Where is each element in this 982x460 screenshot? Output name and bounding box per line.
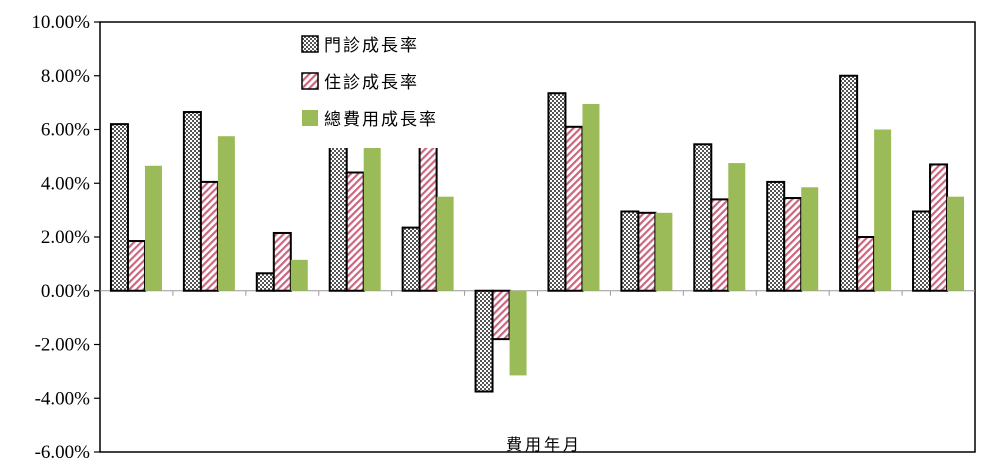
bar-diagonal — [856, 236, 876, 292]
bar-solid — [144, 165, 162, 291]
bar-diagonal — [491, 289, 511, 341]
legend-swatch-crosshatch — [301, 35, 319, 53]
bar-solid — [874, 129, 892, 291]
y-tick-label: 10.00% — [31, 12, 90, 33]
bar-diagonal — [199, 180, 219, 292]
y-tick-label: -4.00% — [35, 388, 91, 409]
y-tick-label: 8.00% — [41, 66, 90, 87]
bar-crosshatch — [547, 92, 567, 292]
bar-crosshatch — [182, 111, 202, 292]
bar-solid — [363, 145, 381, 291]
bar-crosshatch — [328, 144, 348, 292]
bar-diagonal — [783, 197, 803, 292]
bar-crosshatch — [693, 143, 713, 292]
bar-crosshatch — [620, 210, 640, 292]
bar-diagonal — [126, 240, 146, 292]
y-tick-label: 6.00% — [41, 120, 90, 141]
legend-background — [294, 28, 494, 148]
bar-solid — [728, 163, 746, 291]
bar-crosshatch — [109, 123, 129, 292]
legend-label: 總費用成長率 — [324, 110, 438, 130]
bar-diagonal — [272, 231, 292, 292]
bar-crosshatch — [912, 210, 932, 292]
bar-solid — [290, 259, 308, 291]
y-tick-label: -2.00% — [35, 335, 91, 356]
bar-solid — [801, 187, 819, 291]
legend-label: 住診成長率 — [324, 73, 419, 93]
bar-crosshatch — [474, 289, 494, 393]
bar-diagonal — [710, 198, 730, 292]
bar-solid — [582, 103, 600, 291]
bar-diagonal — [637, 211, 657, 292]
bar-diagonal — [418, 144, 438, 292]
legend-label: 門診成長率 — [324, 36, 419, 56]
y-tick-label: 0.00% — [41, 281, 90, 302]
x-axis-title: 費用年月 — [506, 435, 582, 454]
bar-diagonal — [564, 125, 584, 292]
bar-crosshatch — [401, 226, 421, 292]
bar-solid — [509, 290, 527, 376]
y-tick-label: 4.00% — [41, 173, 90, 194]
bar-diagonal — [345, 171, 365, 292]
bar-diagonal — [929, 163, 949, 292]
bar-crosshatch — [255, 272, 275, 292]
legend-swatch-diagonal — [301, 72, 319, 90]
bar-solid — [217, 136, 235, 291]
bar-solid — [436, 196, 454, 291]
legend-swatch-solid — [302, 110, 318, 126]
y-tick-label: 2.00% — [41, 227, 90, 248]
bar-solid — [947, 196, 965, 291]
bar-solid — [655, 212, 673, 291]
bar-crosshatch — [839, 74, 859, 292]
bar-crosshatch — [766, 180, 786, 292]
y-tick-label: -6.00% — [35, 442, 91, 460]
